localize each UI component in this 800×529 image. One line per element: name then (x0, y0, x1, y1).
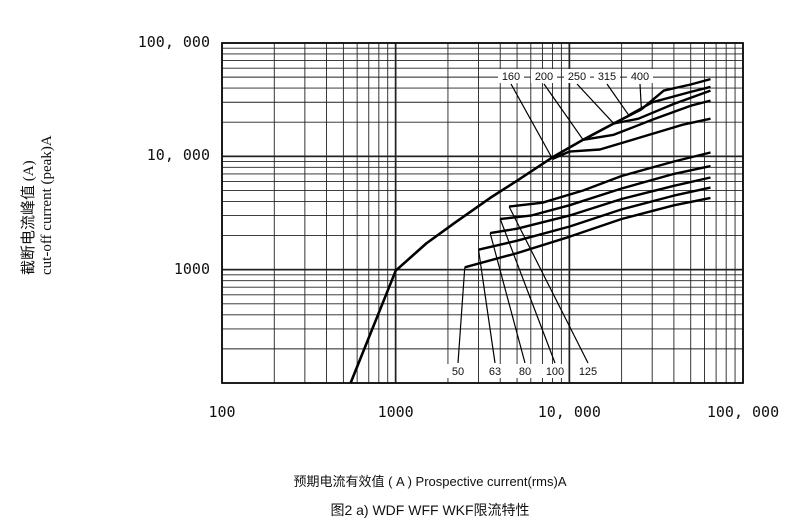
y-tick-label: 10, 000 (146, 146, 210, 165)
series-line-250 (613, 89, 711, 125)
series-line-315 (628, 85, 711, 117)
label-bg-250 (564, 69, 590, 83)
series-label-100: 100 (546, 366, 564, 378)
series-line-63 (478, 186, 711, 251)
series-label-200: 200 (535, 71, 553, 83)
y-tick-label: 100, 000 (137, 33, 210, 51)
label-bg-160 (498, 69, 524, 83)
series-line-400 (640, 77, 711, 111)
y-axis-label-cn: 截断电流峰值 (A) (21, 160, 37, 275)
series-label-250: 250 (568, 71, 586, 83)
leader-line-63 (477, 249, 496, 364)
leader-line-160 (510, 83, 554, 160)
series-label-400: 400 (631, 71, 649, 83)
label-bg-50 (445, 364, 471, 378)
x-tick-label: 100, 000 (706, 403, 780, 421)
y-tick-label: 1000 (173, 259, 210, 278)
leader-line-200 (543, 83, 584, 141)
series-line-160 (552, 117, 711, 161)
series-line-125 (508, 151, 711, 208)
series-curves (349, 77, 711, 384)
envelope-line (349, 108, 642, 384)
series-line-50 (464, 196, 711, 269)
label-bg-63 (482, 364, 508, 378)
series-label-315: 315 (598, 71, 616, 83)
series-label-125: 125 (579, 366, 597, 378)
x-axis-label: 预期电流有效值 ( A ) Prospective current(rms)A (293, 474, 567, 489)
x-tick-label: 10, 000 (537, 403, 601, 421)
series-line-100 (500, 164, 711, 221)
plot-border (221, 42, 744, 384)
x-tick-label: 1000 (377, 403, 414, 421)
leader-line-250 (576, 83, 615, 124)
y-axis-label-en: cut-off current (peak)A (39, 135, 55, 275)
leader-line-80 (489, 232, 526, 364)
grid-lines (221, 42, 744, 384)
series-line-80 (490, 176, 711, 235)
series-label-160: 160 (502, 71, 520, 83)
label-bg-125 (575, 364, 601, 378)
series-label-80: 80 (519, 366, 531, 378)
series-line-200 (582, 99, 711, 141)
series-labels: 50 63 80 100 125 160 200 250 315 400 (445, 69, 653, 378)
plot-frame (221, 42, 744, 384)
series-label-50: 50 (452, 366, 464, 378)
y-axis-label: 截断电流峰值 (A) cut-off current (peak)A (20, 15, 56, 275)
label-bg-400 (627, 69, 653, 83)
x-tick-label: 100 (208, 403, 236, 421)
leader-line-315 (606, 83, 630, 116)
label-bg-100 (542, 364, 568, 378)
leader-line-50 (457, 267, 466, 364)
figure-caption: 图2 a) WDF WFF WKF限流特性 (330, 502, 530, 518)
leader-line-100 (499, 218, 556, 364)
label-bg-200 (531, 69, 557, 83)
leader-line-400 (639, 83, 642, 110)
series-label-63: 63 (489, 366, 501, 378)
leader-line-125 (508, 206, 589, 364)
label-bg-80 (512, 364, 538, 378)
label-bg-315 (594, 69, 620, 83)
